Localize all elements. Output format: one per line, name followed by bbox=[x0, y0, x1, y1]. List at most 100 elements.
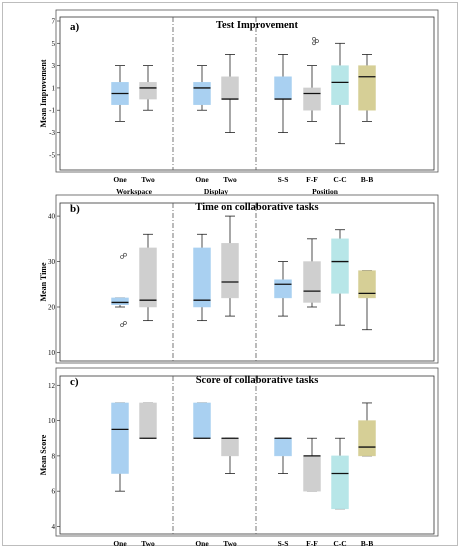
plot-area bbox=[59, 202, 435, 362]
group-label-workspace: Workspace bbox=[116, 187, 153, 196]
category-label: F-F bbox=[306, 539, 318, 548]
chart-panel-3: c) Score of collaborative tasks Mean Score… bbox=[39, 367, 439, 548]
box-display-one bbox=[193, 402, 211, 439]
outlier-point bbox=[123, 321, 127, 325]
group-label-position: Position bbox=[312, 187, 339, 196]
outlier-point bbox=[120, 255, 124, 259]
box-iqr bbox=[358, 65, 376, 111]
box-iqr bbox=[221, 76, 239, 100]
box-display-two bbox=[221, 437, 239, 474]
box-workspace-two bbox=[139, 65, 157, 111]
box-iqr bbox=[111, 402, 129, 474]
y-tick-label: 20 bbox=[48, 304, 56, 312]
panel-letter: a) bbox=[70, 21, 80, 33]
y-tick-label: 1 bbox=[52, 84, 56, 92]
category-label: One bbox=[195, 539, 209, 548]
box-workspace-one bbox=[111, 252, 129, 327]
category-label: One bbox=[113, 539, 127, 548]
box-iqr bbox=[303, 455, 321, 492]
y-tick-label: 5 bbox=[52, 40, 56, 48]
box-display-one bbox=[193, 65, 211, 111]
y-axis-label: Mean Improvement bbox=[39, 59, 48, 127]
y-tick-label: 10 bbox=[48, 349, 56, 357]
box-iqr bbox=[331, 455, 349, 510]
panel-letter: c) bbox=[70, 376, 79, 388]
y-tick-label: 3 bbox=[52, 62, 56, 70]
box-iqr bbox=[303, 261, 321, 303]
category-label: F-F bbox=[306, 175, 318, 184]
box-position-s-s bbox=[274, 54, 292, 133]
figure-frame bbox=[2, 2, 458, 546]
panel-title: Score of collaborative tasks bbox=[196, 375, 319, 386]
box-workspace-two bbox=[139, 402, 157, 439]
box-position-f-f bbox=[303, 37, 321, 122]
category-label: One bbox=[113, 175, 127, 184]
category-label: Two bbox=[223, 539, 237, 548]
outlier-point bbox=[312, 41, 316, 46]
y-axis-label: Mean Score bbox=[39, 434, 48, 475]
box-iqr bbox=[139, 247, 157, 308]
panel-title: Test Improvement bbox=[216, 20, 298, 31]
box-workspace-one bbox=[111, 402, 129, 492]
outlier-point bbox=[312, 37, 316, 41]
outlier-point bbox=[123, 252, 127, 257]
category-label: Two bbox=[141, 539, 155, 548]
box-position-c-c bbox=[331, 229, 349, 326]
box-position-c-c bbox=[331, 437, 349, 510]
y-axis-label: Mean Time bbox=[39, 262, 48, 301]
panel-title: Time on collaborative tasks bbox=[195, 202, 318, 213]
category-label: S-S bbox=[278, 175, 289, 184]
panel-frame bbox=[55, 194, 439, 364]
category-label: Two bbox=[223, 175, 237, 184]
box-display-two bbox=[221, 215, 239, 317]
category-label: B-B bbox=[361, 539, 374, 548]
box-iqr bbox=[193, 247, 211, 308]
y-tick-label: -1 bbox=[49, 107, 55, 115]
panel-letter: b) bbox=[70, 203, 80, 215]
box-iqr bbox=[331, 65, 349, 105]
y-tick-label: 7 bbox=[52, 18, 56, 26]
box-iqr bbox=[111, 297, 129, 305]
box-display-one bbox=[193, 233, 211, 322]
box-iqr bbox=[274, 437, 292, 457]
group-label-display: Display bbox=[204, 187, 228, 196]
y-tick-label: 10 bbox=[48, 417, 56, 425]
box-iqr bbox=[221, 437, 239, 457]
y-tick-label: 12 bbox=[48, 382, 56, 390]
box-iqr bbox=[303, 87, 321, 111]
y-tick-label: -3 bbox=[49, 129, 55, 137]
box-display-two bbox=[221, 54, 239, 133]
box-workspace-one bbox=[111, 65, 129, 122]
box-iqr bbox=[193, 82, 211, 105]
category-label: Two bbox=[141, 175, 155, 184]
box-iqr bbox=[331, 238, 349, 294]
category-label: C-C bbox=[333, 539, 346, 548]
box-position-f-f bbox=[303, 437, 321, 492]
box-iqr bbox=[139, 82, 157, 100]
box-iqr bbox=[274, 76, 292, 100]
box-position-f-f bbox=[303, 238, 321, 308]
box-iqr bbox=[193, 402, 211, 439]
box-position-b-b bbox=[358, 270, 376, 331]
category-label: C-C bbox=[333, 175, 346, 184]
box-iqr bbox=[274, 279, 292, 299]
box-position-c-c bbox=[331, 42, 349, 145]
box-iqr bbox=[221, 243, 239, 299]
category-label: S-S bbox=[278, 539, 289, 548]
category-label: B-B bbox=[361, 175, 374, 184]
category-label: One bbox=[195, 175, 209, 184]
chart-panel-1: a) Test Improvement Mean Improvement 7 5 3 1 -1… bbox=[39, 9, 439, 196]
box-iqr bbox=[358, 270, 376, 299]
plot-area bbox=[59, 16, 435, 171]
box-iqr bbox=[358, 420, 376, 457]
box-workspace-two bbox=[139, 233, 157, 322]
y-tick-label: 4 bbox=[52, 523, 56, 531]
y-tick-label: 8 bbox=[52, 452, 56, 460]
outlier-point bbox=[315, 39, 319, 43]
y-tick-label: 40 bbox=[48, 213, 56, 221]
plot-area bbox=[59, 375, 435, 535]
chart-panel-2: b) Time on collaborative tasks Mean Time 40… bbox=[39, 194, 439, 387]
y-tick-label: -5 bbox=[49, 151, 55, 159]
